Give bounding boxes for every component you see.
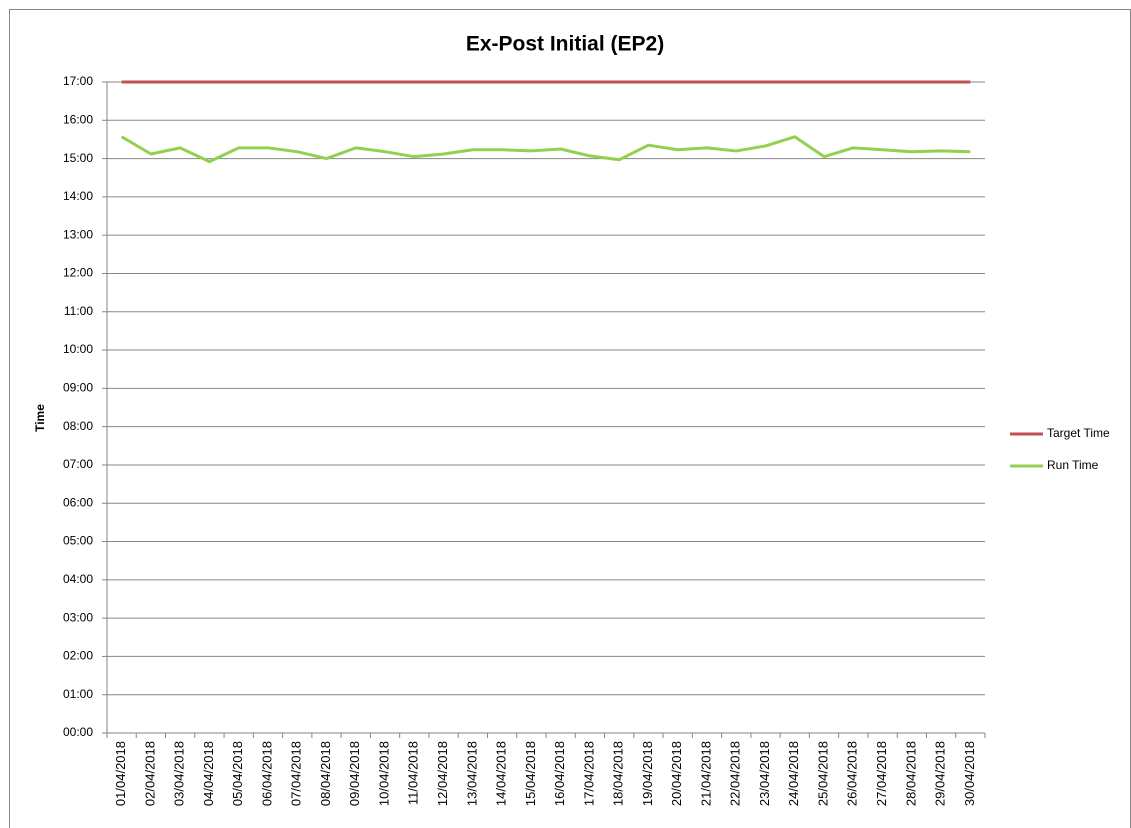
chart-border — [9, 9, 1131, 828]
x-tick-label: 29/04/2018 — [933, 741, 948, 806]
y-tick-label: 17:00 — [63, 74, 93, 88]
y-tick-label: 04:00 — [63, 572, 93, 586]
x-tick-label: 03/04/2018 — [172, 741, 187, 806]
y-tick-label: 07:00 — [63, 457, 93, 471]
legend-label: Run Time — [1047, 458, 1099, 472]
y-tick-label: 16:00 — [63, 112, 93, 126]
x-tick-label: 26/04/2018 — [845, 741, 860, 806]
x-tick-label: 13/04/2018 — [464, 741, 479, 806]
y-tick-label: 12:00 — [63, 266, 93, 280]
y-axis-title: Time — [33, 404, 47, 432]
y-tick-label: 09:00 — [63, 381, 93, 395]
x-tick-label: 06/04/2018 — [259, 741, 274, 806]
y-tick-label: 03:00 — [63, 610, 93, 624]
x-tick-label: 15/04/2018 — [523, 741, 538, 806]
x-tick-label: 20/04/2018 — [669, 741, 684, 806]
x-tick-label: 12/04/2018 — [435, 741, 450, 806]
x-tick-label: 17/04/2018 — [581, 741, 596, 806]
y-tick-label: 02:00 — [63, 649, 93, 663]
y-tick-label: 10:00 — [63, 342, 93, 356]
x-tick-label: 05/04/2018 — [230, 741, 245, 806]
x-tick-label: 14/04/2018 — [494, 741, 509, 806]
x-tick-label: 07/04/2018 — [289, 741, 304, 806]
x-tick-label: 22/04/2018 — [728, 741, 743, 806]
x-tick-label: 19/04/2018 — [640, 741, 655, 806]
x-tick-label: 30/04/2018 — [962, 741, 977, 806]
y-tick-label: 13:00 — [63, 227, 93, 241]
x-tick-label: 18/04/2018 — [611, 741, 626, 806]
x-tick-label: 24/04/2018 — [786, 741, 801, 806]
x-tick-label: 21/04/2018 — [698, 741, 713, 806]
x-tick-label: 01/04/2018 — [113, 741, 128, 806]
y-tick-label: 06:00 — [63, 495, 93, 509]
chart-title: Ex-Post Initial (EP2) — [466, 33, 664, 56]
x-tick-label: 04/04/2018 — [201, 741, 216, 806]
legend-label: Target Time — [1047, 426, 1110, 440]
x-tick-label: 27/04/2018 — [874, 741, 889, 806]
x-tick-label: 16/04/2018 — [552, 741, 567, 806]
y-tick-label: 11:00 — [64, 304, 93, 318]
x-tick-label: 28/04/2018 — [903, 741, 918, 806]
y-tick-label: 15:00 — [63, 151, 93, 165]
y-tick-label: 00:00 — [63, 725, 93, 739]
x-tick-label: 08/04/2018 — [318, 741, 333, 806]
x-tick-label: 09/04/2018 — [347, 741, 362, 806]
series-line — [120, 135, 971, 164]
y-tick-label: 08:00 — [63, 419, 93, 433]
y-tick-label: 14:00 — [63, 189, 93, 203]
x-tick-label: 11/04/2018 — [406, 741, 421, 805]
x-tick-label: 25/04/2018 — [815, 741, 830, 806]
x-tick-label: 10/04/2018 — [376, 741, 391, 806]
y-tick-label: 05:00 — [63, 534, 93, 548]
x-tick-label: 02/04/2018 — [142, 741, 157, 806]
x-tick-label: 23/04/2018 — [757, 741, 772, 806]
y-tick-label: 01:00 — [63, 687, 93, 701]
